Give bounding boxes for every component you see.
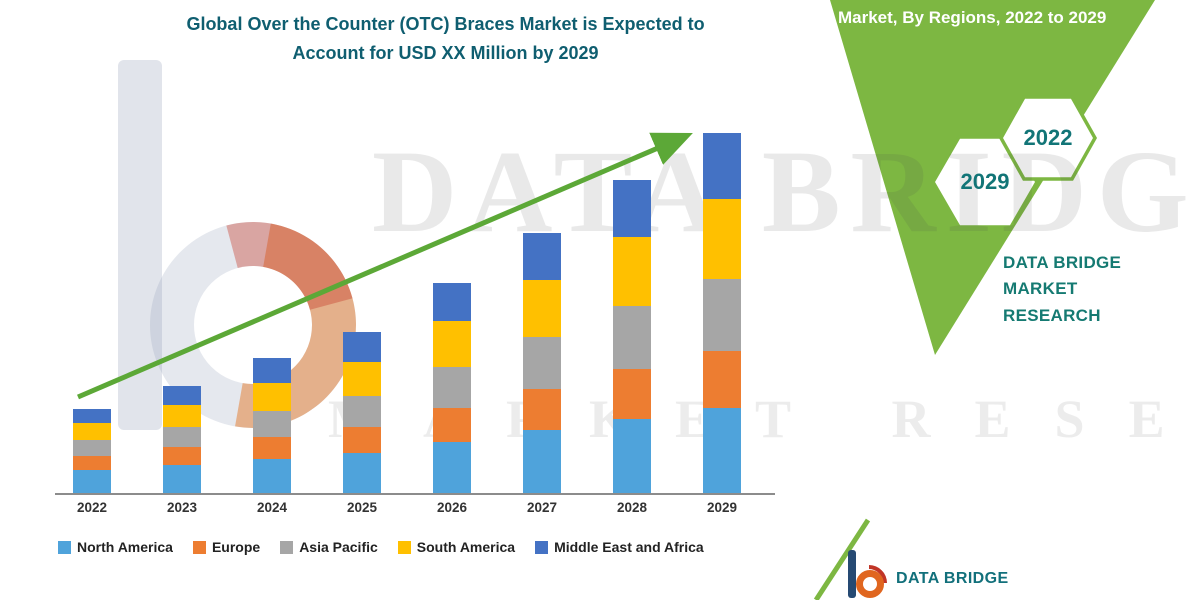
- bar-segment-north-america: [703, 408, 741, 493]
- x-axis-label: 2023: [166, 500, 198, 515]
- chart-title-line2: Account for USD XX Million by 2029: [292, 42, 599, 63]
- legend-swatch: [58, 540, 71, 554]
- bar-segment-north-america: [613, 419, 651, 493]
- bar-segment-europe: [703, 351, 741, 408]
- bar-segment-south-america: [343, 362, 381, 396]
- bar-segment-middle-east-and-africa: [523, 233, 561, 280]
- bar-segment-south-america: [613, 237, 651, 306]
- bar-segment-south-america: [163, 405, 201, 427]
- bar-segment-asia-pacific: [613, 306, 651, 369]
- bar-segment-asia-pacific: [703, 279, 741, 351]
- bar-2026: 2026: [433, 283, 471, 515]
- legend-item: North America: [58, 539, 173, 555]
- bar-segment-south-america: [523, 280, 561, 337]
- bar-segment-south-america: [73, 423, 111, 440]
- brand-text-line1: DATA BRIDGE MARKET: [1003, 253, 1122, 299]
- bar-segment-asia-pacific: [163, 427, 201, 447]
- bar-2023: 2023: [163, 386, 201, 515]
- legend-swatch: [397, 540, 411, 554]
- legend-label: Asia Pacific: [299, 539, 378, 555]
- brand-text: DATA BRIDGE MARKET RESEARCH: [1003, 250, 1200, 329]
- legend-swatch: [535, 540, 549, 554]
- chart-title: Global Over the Counter (OTC) Braces Mar…: [118, 10, 773, 68]
- legend-label: Middle East and Africa: [554, 539, 704, 555]
- bar-2024: 2024: [253, 358, 291, 515]
- bar-segment-europe: [253, 437, 291, 459]
- hexagon-2029-label: 2029: [960, 169, 1010, 194]
- x-axis-label: 2026: [436, 500, 468, 515]
- footer-logo-text: DATA BRIDGE: [896, 570, 1009, 587]
- bar-segment-middle-east-and-africa: [253, 358, 291, 383]
- bar-segment-north-america: [343, 453, 381, 493]
- right-panel-heading: Market, By Regions, 2022 to 2029: [838, 8, 1107, 27]
- legend-label: Europe: [211, 539, 261, 555]
- legend-item: Asia Pacific: [280, 539, 378, 555]
- bar-segment-north-america: [163, 465, 201, 493]
- bar-2027: 2027: [523, 233, 561, 515]
- footer-logo-bar-icon: [848, 550, 856, 598]
- x-axis-label: 2022: [76, 500, 108, 515]
- bar-segment-asia-pacific: [343, 396, 381, 427]
- bar-segment-europe: [433, 408, 471, 442]
- x-axis-label: 2029: [706, 500, 738, 515]
- bar-segment-south-america: [253, 383, 291, 411]
- plot-area: 2022 2023 2024 2025 2026 2027 2028 2029: [55, 120, 775, 515]
- legend-label: North America: [77, 539, 173, 555]
- legend-label: South America: [416, 539, 516, 555]
- x-axis-label: 2027: [526, 500, 558, 515]
- legend-swatch: [192, 540, 206, 554]
- bar-segment-north-america: [253, 459, 291, 493]
- bar-2029: 2029: [703, 133, 741, 515]
- bar-segment-middle-east-and-africa: [703, 133, 741, 199]
- legend: North America Europe Asia Pacific South Ame…: [58, 539, 704, 555]
- bar-segment-europe: [343, 427, 381, 453]
- brand-text-line2: RESEARCH: [1003, 305, 1101, 325]
- x-axis-label: 2024: [256, 500, 288, 515]
- bar-segment-north-america: [73, 470, 111, 493]
- bar-segment-middle-east-and-africa: [73, 409, 111, 423]
- bar-segment-middle-east-and-africa: [433, 283, 471, 321]
- hexagon-2022-label: 2022: [1023, 125, 1073, 150]
- bar-2025: 2025: [343, 332, 381, 515]
- bar-segment-middle-east-and-africa: [343, 332, 381, 362]
- legend-item: Europe: [192, 539, 261, 555]
- chart-title-line1: Global Over the Counter (OTC) Braces Mar…: [186, 14, 705, 34]
- bar-segment-asia-pacific: [433, 367, 471, 408]
- bar-segment-south-america: [703, 199, 741, 279]
- legend-swatch: [280, 540, 294, 554]
- bar-segment-europe: [73, 456, 111, 470]
- bar-segment-europe: [523, 389, 561, 430]
- bar-segment-south-america: [433, 321, 471, 367]
- bar-2022: 2022: [73, 409, 111, 515]
- bar-segment-asia-pacific: [73, 440, 111, 456]
- bar-segment-middle-east-and-africa: [163, 386, 201, 405]
- bar-2028: 2028: [613, 180, 651, 515]
- bar-segment-europe: [613, 369, 651, 419]
- bar-segment-europe: [163, 447, 201, 465]
- x-axis-label: 2025: [346, 500, 378, 515]
- legend-item: South America: [397, 539, 516, 555]
- x-axis-label: 2028: [616, 500, 648, 515]
- bar-segment-asia-pacific: [523, 337, 561, 389]
- bar-segment-asia-pacific: [253, 411, 291, 437]
- bar-segment-north-america: [523, 430, 561, 493]
- footer-logo-ring-icon: [856, 570, 884, 598]
- bar-segment-north-america: [433, 442, 471, 493]
- legend-item: Middle East and Africa: [535, 539, 704, 555]
- bar-segment-middle-east-and-africa: [613, 180, 651, 237]
